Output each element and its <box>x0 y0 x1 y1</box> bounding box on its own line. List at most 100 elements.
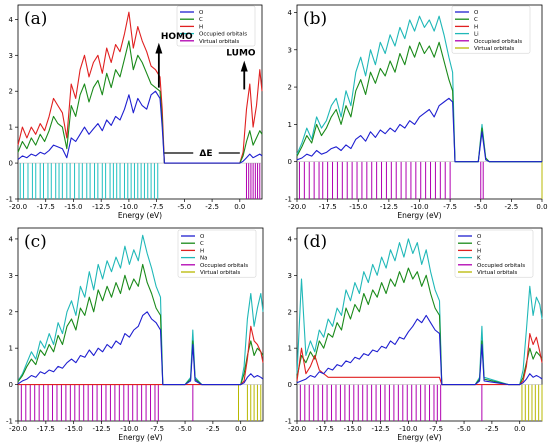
x-tick-label: -17.5 <box>37 203 55 211</box>
x-tick-label: -5.0 <box>474 203 488 211</box>
series-line-o <box>296 314 543 386</box>
x-tick-label: -5.0 <box>457 425 471 433</box>
chart-d-svg: -20.0 -17.5 -15.0 -12.5 -10.0 -7.5 -5.0 -2.5 0.0… <box>285 227 543 442</box>
x-tick-label: -15.0 <box>64 203 82 211</box>
y-tick-label: 2 <box>288 84 292 92</box>
x-tick-label: -12.5 <box>380 203 398 211</box>
y-tick-label: 4 <box>9 235 14 243</box>
x-tick-label: -12.5 <box>92 203 110 211</box>
x-tick-label: 0.0 <box>536 203 547 211</box>
x-tick-label: -2.5 <box>485 425 499 433</box>
x-tick-label: -5.0 <box>178 203 192 211</box>
chart-panel-a: -20.0 -17.5 -15.0 -12.5 -10.0 -7.5 -5.0 -2.5 0.0… <box>0 0 275 222</box>
legend-label: C <box>199 17 203 23</box>
legend-box <box>176 5 256 47</box>
legend-label: H <box>199 24 203 30</box>
y-tick-label: 3 <box>288 272 292 280</box>
orbital-levels <box>19 163 261 199</box>
legend-label: Virtual orbitals <box>474 46 514 52</box>
y-tick-label: 0 <box>288 381 292 389</box>
legend-label: H <box>477 248 481 254</box>
y-tick-label: 4 <box>288 9 293 17</box>
x-tick-label: -2.5 <box>205 203 219 211</box>
legend-label: Occupied orbitals <box>477 263 525 269</box>
x-tick-label: -15.0 <box>65 425 83 433</box>
legend-label: O <box>200 234 205 240</box>
x-tick-label: -12.5 <box>371 425 389 433</box>
y-tick-label: 1 <box>9 124 13 132</box>
x-axis-label: Energy (eV) <box>118 211 162 220</box>
legend-label: Occupied orbitals <box>199 32 247 38</box>
x-tick-label: -7.5 <box>429 425 443 433</box>
legend-label: Virtual orbitals <box>477 270 517 276</box>
legend-label: O <box>477 234 482 240</box>
x-tick-label: -10.0 <box>120 203 138 211</box>
chart-panel-b: -20.0 -17.5 -15.0 -12.5 -10.0 -7.5 -5.0 -2.5 0.0… <box>275 0 550 222</box>
y-tick-label: 4 <box>9 16 14 24</box>
x-tick-label: -10.0 <box>399 425 417 433</box>
legend-label: Virtual orbitals <box>200 270 240 276</box>
x-tick-label: -2.5 <box>505 203 519 211</box>
y-tick-label: 1 <box>288 121 292 129</box>
homo-arrow-head <box>155 42 163 54</box>
lumo-label: LUMO <box>226 48 256 58</box>
y-tick-label: -1 <box>285 418 292 426</box>
x-tick-label: -20.0 <box>9 203 27 211</box>
y-tick-label: 4 <box>288 235 293 243</box>
annotations: HOMO LUMO ΔE <box>155 32 256 159</box>
x-tick-label: 0.0 <box>514 425 525 433</box>
y-tick-label: -1 <box>6 196 13 204</box>
legend-label: Virtual orbitals <box>199 39 239 45</box>
legend-label: C <box>200 241 204 247</box>
legend-label: O <box>199 10 204 16</box>
chart-b-svg: -20.0 -17.5 -15.0 -12.5 -10.0 -7.5 -5.0 -2.5 0.0… <box>285 4 548 220</box>
x-tick-label: 0.0 <box>235 425 246 433</box>
x-axis-label: Energy (eV) <box>397 211 441 220</box>
y-tick-label: 3 <box>288 46 292 54</box>
orbital-levels <box>299 384 543 421</box>
y-tick-label: 1 <box>9 345 13 353</box>
orbital-levels <box>20 384 262 421</box>
legend-label: H <box>200 248 204 254</box>
x-axis-label: Energy (eV) <box>118 433 162 442</box>
legend-label: C <box>474 17 478 23</box>
x-tick-label: -7.5 <box>150 203 164 211</box>
panel-label-c: (c) <box>24 232 47 252</box>
x-tick-label: -15.0 <box>349 203 367 211</box>
legend-label: Occupied orbitals <box>474 39 522 45</box>
x-tick-label: -17.5 <box>319 203 337 211</box>
x-tick-label: -17.5 <box>37 425 55 433</box>
legend-label: C <box>477 241 481 247</box>
series-line-o <box>17 90 263 164</box>
legend-box <box>177 229 257 278</box>
x-tick-label: -15.0 <box>344 425 362 433</box>
chart-a-svg: -20.0 -17.5 -15.0 -12.5 -10.0 -7.5 -5.0 -2.5 0.0… <box>6 4 263 220</box>
panel-label-a: (a) <box>24 9 47 29</box>
x-tick-label: -5.0 <box>178 425 192 433</box>
x-tick-label: -7.5 <box>150 425 164 433</box>
y-tick-label: 2 <box>288 308 292 316</box>
y-tick-label: -1 <box>285 196 292 204</box>
x-tick-label: -10.0 <box>120 425 138 433</box>
series-line-o <box>296 97 542 163</box>
x-tick-label: -2.5 <box>206 425 220 433</box>
x-tick-label: -17.5 <box>316 425 334 433</box>
x-tick-label: -10.0 <box>410 203 428 211</box>
y-tick-label: 0 <box>9 381 13 389</box>
legend-label: K <box>477 256 481 262</box>
y-tick-label: 2 <box>9 308 13 316</box>
chart-panel-d: -20.0 -17.5 -15.0 -12.5 -10.0 -7.5 -5.0 -2.5 0.0… <box>275 223 550 445</box>
y-tick-label: -1 <box>6 418 13 426</box>
legend-label: H <box>474 24 478 30</box>
orbital-levels <box>298 161 543 199</box>
x-axis-label: Energy (eV) <box>397 433 441 442</box>
chart-panel-c: -20.0 -17.5 -15.0 -12.5 -10.0 -7.5 -5.0 -2.5 0.0… <box>0 223 275 445</box>
y-tick-label: 3 <box>9 272 13 280</box>
legend-box <box>451 5 531 54</box>
y-tick-label: 0 <box>9 160 13 168</box>
gap-label: ΔE <box>199 149 212 159</box>
y-tick-label: 1 <box>288 345 292 353</box>
